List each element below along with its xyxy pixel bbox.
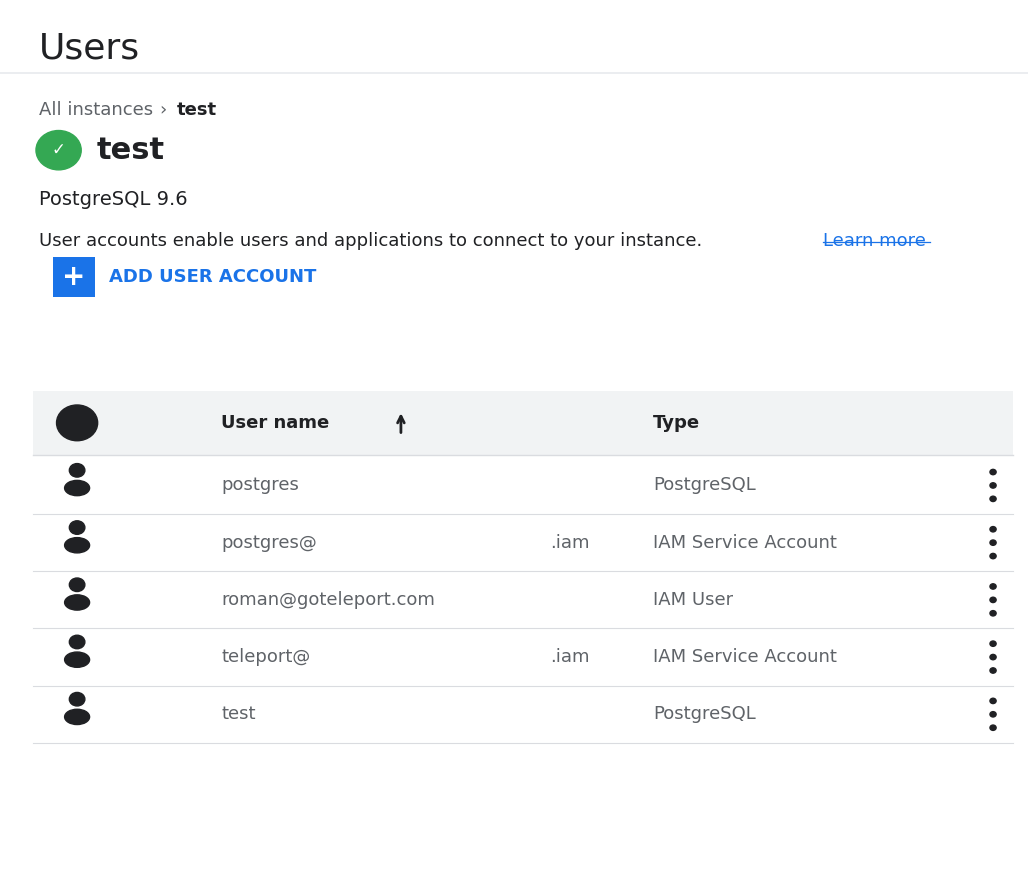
Circle shape [57,405,98,441]
Text: +: + [63,263,85,291]
Text: IAM Service Account: IAM Service Account [653,648,837,666]
Text: IAM Service Account: IAM Service Account [653,534,837,552]
Text: postgres: postgres [221,477,299,494]
Text: PostgreSQL 9.6: PostgreSQL 9.6 [39,190,188,209]
Text: test: test [177,101,217,119]
Text: Learn more: Learn more [823,232,926,250]
Circle shape [990,712,996,717]
Ellipse shape [65,709,89,724]
Circle shape [990,584,996,589]
Ellipse shape [65,595,89,610]
Text: All instances: All instances [39,101,153,119]
Circle shape [69,693,85,706]
Circle shape [69,636,85,649]
Text: PostgreSQL: PostgreSQL [653,477,756,494]
Circle shape [990,553,996,559]
Circle shape [990,698,996,704]
Circle shape [990,496,996,502]
Text: ›: › [159,101,167,119]
Text: IAM User: IAM User [653,591,733,609]
Circle shape [990,483,996,488]
Text: roman@goteleport.com: roman@goteleport.com [221,591,435,609]
Text: .iam: .iam [550,534,589,552]
Text: Users: Users [39,31,140,65]
Text: ✓: ✓ [51,141,66,159]
Circle shape [990,540,996,545]
FancyBboxPatch shape [33,391,1013,455]
Circle shape [990,469,996,475]
Circle shape [36,131,81,170]
Text: teleport@: teleport@ [221,648,310,666]
Ellipse shape [65,537,89,552]
Text: postgres@: postgres@ [221,534,317,552]
Circle shape [69,464,85,477]
Circle shape [69,578,85,592]
Ellipse shape [65,480,89,495]
Text: User accounts enable users and applications to connect to your instance.: User accounts enable users and applicati… [39,232,702,250]
Circle shape [990,527,996,532]
Circle shape [69,521,85,535]
Ellipse shape [65,652,89,667]
Text: ADD USER ACCOUNT: ADD USER ACCOUNT [109,268,317,286]
Circle shape [990,654,996,660]
Circle shape [990,641,996,646]
Text: Type: Type [653,414,700,432]
Circle shape [990,668,996,673]
Text: User name: User name [221,414,329,432]
Text: test: test [97,136,164,164]
Text: PostgreSQL: PostgreSQL [653,705,756,723]
Circle shape [990,597,996,603]
Text: test: test [221,705,256,723]
Circle shape [990,611,996,616]
Text: .iam: .iam [550,648,589,666]
FancyBboxPatch shape [53,257,95,297]
Circle shape [990,725,996,730]
